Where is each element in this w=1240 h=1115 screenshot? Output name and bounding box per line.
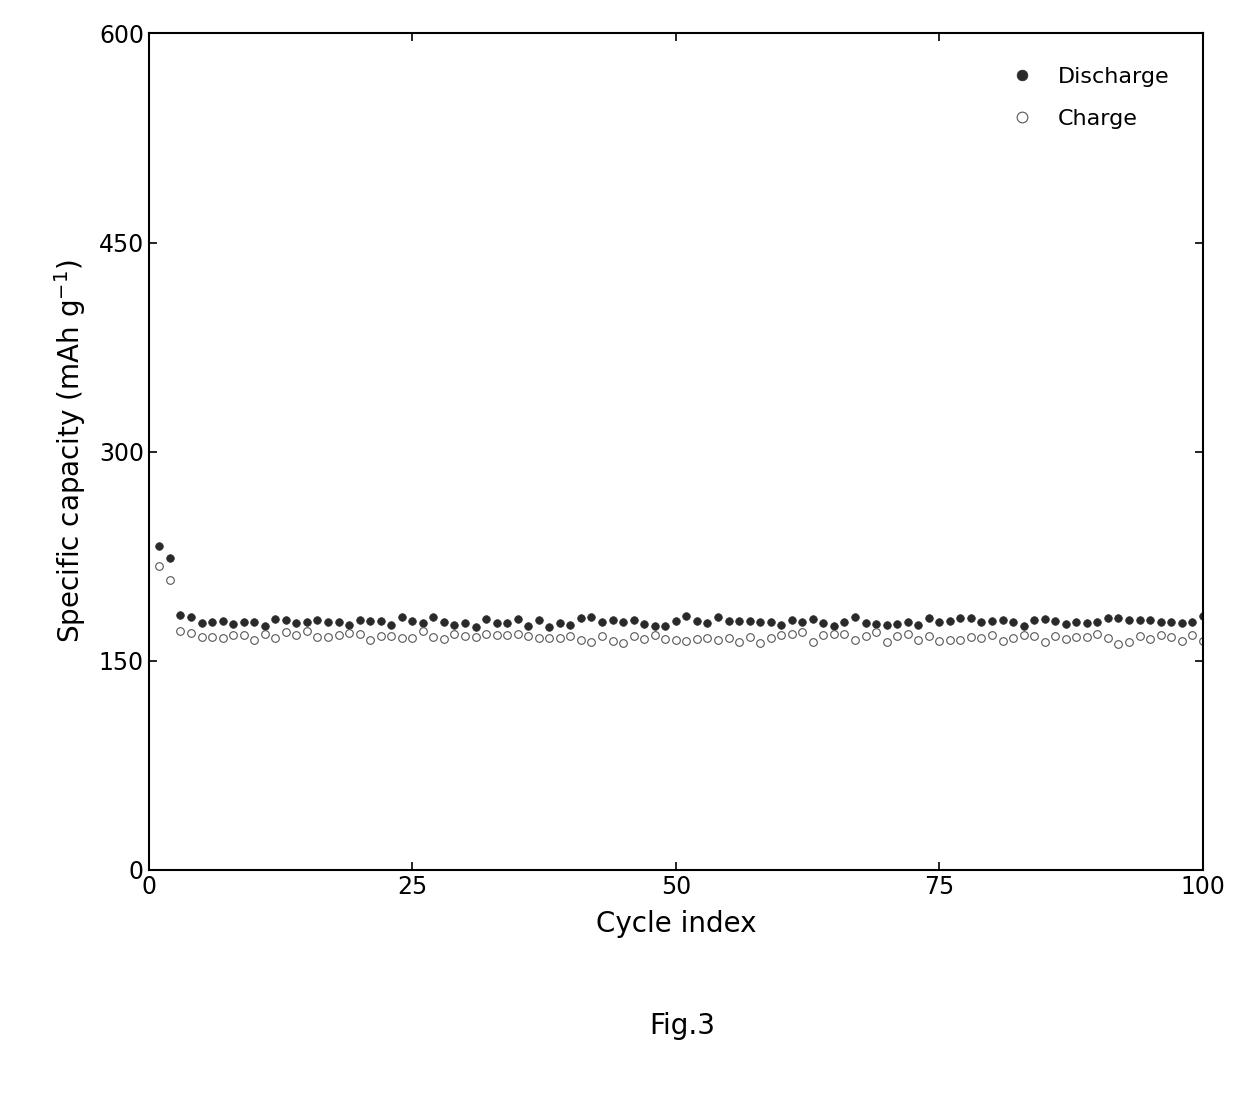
Discharge	[699, 617, 714, 630]
Discharge	[1195, 609, 1210, 622]
Line: Charge: Charge	[155, 562, 1207, 648]
Y-axis label: Specific capacity (mAh g$^{-1}$): Specific capacity (mAh g$^{-1}$)	[52, 260, 88, 643]
Legend: Discharge, Charge: Discharge, Charge	[978, 45, 1192, 152]
Charge	[1153, 628, 1168, 641]
Discharge	[1122, 613, 1137, 627]
Discharge	[352, 613, 367, 627]
Charge	[1111, 637, 1126, 650]
Text: Fig.3: Fig.3	[649, 1011, 715, 1040]
Charge	[774, 629, 789, 642]
Line: Discharge: Discharge	[155, 543, 1207, 631]
Charge	[352, 628, 367, 641]
Discharge	[394, 611, 409, 624]
Charge	[689, 632, 704, 646]
Charge	[151, 559, 166, 573]
X-axis label: Cycle index: Cycle index	[595, 910, 756, 938]
Charge	[1122, 636, 1137, 649]
Discharge	[467, 621, 482, 634]
Discharge	[1153, 615, 1168, 629]
Discharge	[151, 540, 166, 553]
Discharge	[784, 613, 799, 627]
Charge	[1195, 634, 1210, 648]
Charge	[394, 631, 409, 644]
